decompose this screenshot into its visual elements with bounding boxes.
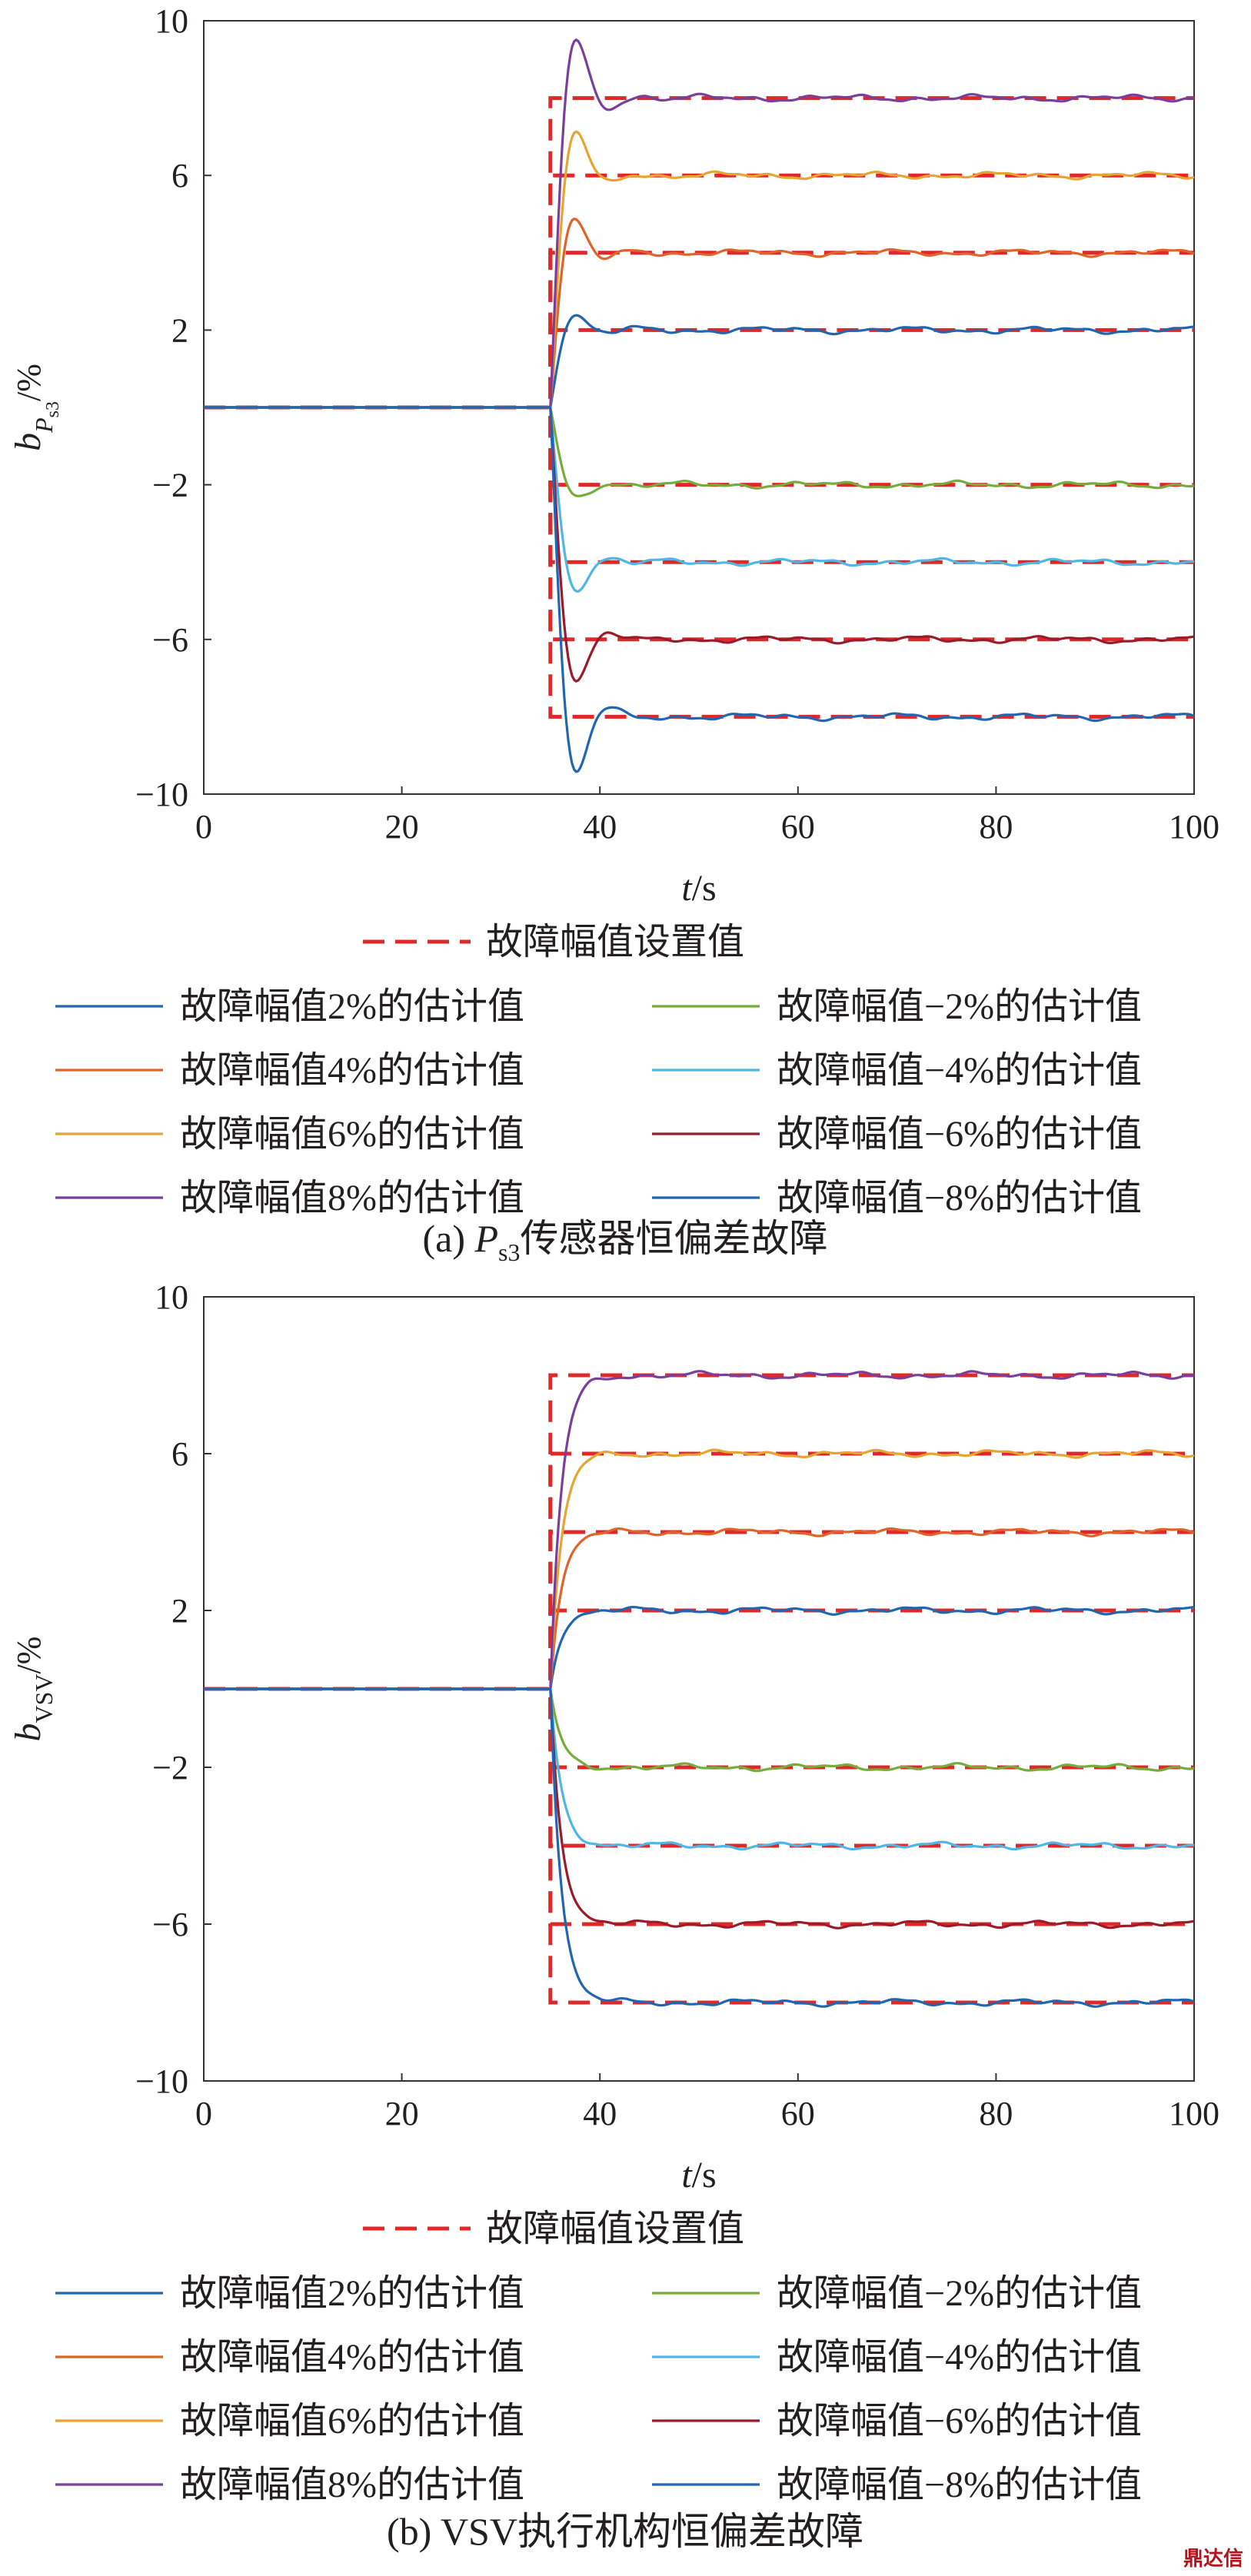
y-tick-label: −6 xyxy=(152,1906,188,1943)
estimate-series-line-2 xyxy=(204,130,1195,409)
legend-label-5: 故障幅值−4%的估计值 xyxy=(777,2337,1142,2378)
setpoint-line-6 xyxy=(204,1687,1194,1926)
x-tick-label: 80 xyxy=(979,808,1013,846)
estimate-series-line-3 xyxy=(204,38,1195,409)
estimate-series-line-3 xyxy=(204,1370,1195,1690)
x-tick-label: 80 xyxy=(979,2095,1013,2132)
legend-label-7: 故障幅值−8%的估计值 xyxy=(777,2465,1142,2505)
figure-caption: (a) Ps3传感器恒偏差故障 xyxy=(423,1217,828,1266)
x-tick-label: 0 xyxy=(195,2095,212,2132)
y-tick-label: 2 xyxy=(171,1592,188,1630)
svg-text:bPs3/%: bPs3/% xyxy=(8,364,63,451)
x-tick-label: 100 xyxy=(1169,808,1219,846)
setpoint-line-2 xyxy=(204,173,1194,410)
y-axis-label: bVSV/% xyxy=(8,1637,58,1742)
legend-label-2: 故障幅值6%的估计值 xyxy=(180,2401,524,2441)
y-tick-label: −2 xyxy=(152,467,188,504)
y-tick-label: 2 xyxy=(171,311,188,349)
legend-label-0: 故障幅值2%的估计值 xyxy=(180,986,524,1027)
setpoint-line-6 xyxy=(204,405,1194,642)
legend-label-0: 故障幅值2%的估计值 xyxy=(180,2273,524,2314)
y-tick-label: −10 xyxy=(135,776,188,813)
x-tick-label: 20 xyxy=(385,2095,419,2132)
y-tick-label: 6 xyxy=(171,1435,188,1473)
x-tick-label: 0 xyxy=(195,808,212,846)
y-axis-label: bPs3/% xyxy=(8,364,63,451)
legend-label-1: 故障幅值4%的估计值 xyxy=(180,1050,524,1091)
x-tick-label: 60 xyxy=(781,808,815,846)
legend-label-6: 故障幅值−6%的估计值 xyxy=(777,2401,1142,2441)
x-axis-label: t/s xyxy=(681,868,716,909)
watermark-logo: 鼎达信 xyxy=(1183,2548,1243,2571)
estimate-series-line-0 xyxy=(204,314,1195,409)
legend-label-2: 故障幅值6%的估计值 xyxy=(180,1114,524,1155)
setpoint-line-2 xyxy=(204,1451,1194,1691)
estimate-series-line-2 xyxy=(204,1448,1195,1690)
y-tick-label: 6 xyxy=(171,157,188,194)
estimate-series-line-6 xyxy=(204,1687,1195,1930)
x-tick-label: 60 xyxy=(781,2095,815,2132)
legend: 故障幅值设置值故障幅值2%的估计值故障幅值4%的估计值故障幅值6%的估计值故障幅… xyxy=(55,2209,1142,2505)
y-tick-label: −6 xyxy=(152,621,188,659)
legend-setpoint-label: 故障幅值设置值 xyxy=(486,922,744,962)
svg-text:bVSV/%: bVSV/% xyxy=(8,1637,58,1742)
figure-caption: (b) VSV执行机构恒偏差故障 xyxy=(387,2510,863,2553)
estimate-series-line-4 xyxy=(204,1687,1195,1773)
legend-setpoint-label: 故障幅值设置值 xyxy=(486,2209,744,2249)
x-tick-label: 40 xyxy=(583,2095,617,2132)
setpoint-line-0 xyxy=(204,1608,1194,1691)
legend-label-5: 故障幅值−4%的估计值 xyxy=(777,1050,1142,1091)
estimate-series-line-7 xyxy=(204,1687,1195,2008)
y-tick-label: 10 xyxy=(155,1278,188,1316)
legend-label-4: 故障幅值−2%的估计值 xyxy=(777,986,1142,1027)
legend-label-3: 故障幅值8%的估计值 xyxy=(180,1178,524,1218)
estimate-series-line-4 xyxy=(204,406,1195,497)
legend-label-1: 故障幅值4%的估计值 xyxy=(180,2337,524,2378)
estimate-series-line-0 xyxy=(204,1605,1195,1690)
legend: 故障幅值设置值故障幅值2%的估计值故障幅值4%的估计值故障幅值6%的估计值故障幅… xyxy=(55,922,1142,1218)
legend-label-6: 故障幅值−6%的估计值 xyxy=(777,1114,1142,1155)
x-axis-label: t/s xyxy=(681,2155,716,2195)
legend-label-7: 故障幅值−8%的估计值 xyxy=(777,1178,1142,1218)
x-tick-label: 40 xyxy=(583,808,617,846)
legend-label-4: 故障幅值−2%的估计值 xyxy=(777,2273,1142,2314)
setpoint-line-4 xyxy=(204,1687,1194,1770)
estimate-series-line-5 xyxy=(204,406,1195,593)
y-tick-label: −2 xyxy=(152,1749,188,1787)
y-tick-label: 10 xyxy=(155,2,188,40)
x-tick-label: 100 xyxy=(1169,2095,1219,2132)
estimate-series-line-1 xyxy=(204,217,1195,409)
y-tick-label: −10 xyxy=(135,2062,188,2100)
estimate-series-line-7 xyxy=(204,406,1195,773)
setpoint-line-4 xyxy=(204,405,1194,487)
setpoint-line-0 xyxy=(204,327,1194,410)
x-tick-label: 20 xyxy=(385,808,419,846)
legend-label-3: 故障幅值8%的估计值 xyxy=(180,2465,524,2505)
